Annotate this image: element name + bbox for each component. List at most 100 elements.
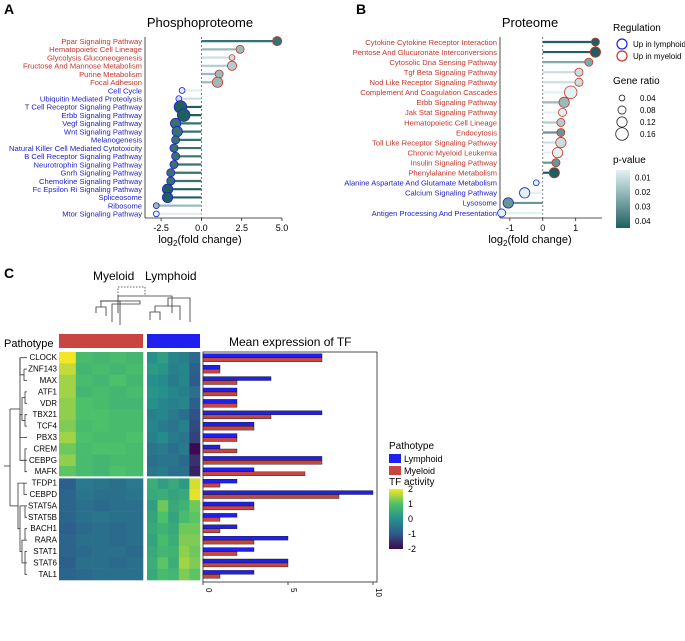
heat-cell: [126, 500, 144, 512]
heat-cell: [189, 477, 201, 490]
panel-a-pathway-label: Ppar Signaling Pathway: [61, 37, 142, 46]
tf-label: CREM: [33, 444, 57, 453]
bar-lymphoid: [202, 376, 272, 381]
heat-cell: [157, 511, 169, 524]
tf-label: VDR: [40, 399, 57, 408]
bar-lymphoid: [202, 536, 289, 541]
heat-cell: [189, 557, 201, 569]
dendrogram-branch: [24, 528, 27, 541]
heat-cell: [75, 488, 93, 501]
heat-cell: [147, 568, 158, 581]
heat-cell: [178, 420, 190, 433]
heat-cell: [92, 466, 110, 478]
legend-activity-tick: 1: [408, 499, 413, 509]
panel-b-pathway-label: Pentose And Glucuronate Interconversions: [353, 48, 498, 57]
panel-a-pathway-label: Gnrh Signaling Pathway: [61, 169, 143, 178]
bar-lymphoid: [202, 387, 238, 393]
heat-cell: [59, 500, 77, 512]
heat-cell: [92, 374, 110, 387]
heat-cell: [59, 511, 77, 524]
heat-cell: [75, 557, 93, 569]
heat-cell: [75, 534, 93, 547]
panel-b-point: [556, 128, 566, 137]
bar-lymphoid: [202, 353, 323, 358]
panel-b-title: Proteome: [502, 15, 558, 30]
heat-cell: [147, 386, 158, 398]
heat-cell: [126, 557, 144, 569]
panel-b-point: [558, 107, 567, 117]
heat-cell: [126, 534, 144, 547]
panel-b-pathway-label: Antigen Processing And Presentation: [372, 209, 497, 218]
tf-label: TFDP1: [32, 479, 58, 488]
heat-cell: [189, 443, 201, 455]
heat-cell: [157, 352, 169, 364]
heat-cell: [147, 511, 158, 524]
heat-cell: [109, 443, 127, 455]
tf-label: CEBPG: [29, 456, 57, 465]
heat-cell: [189, 397, 201, 410]
heat-cell: [157, 386, 169, 398]
heat-cell: [189, 420, 201, 433]
bar-tick-label: 0: [204, 588, 213, 593]
tf-label: ZNF143: [28, 365, 57, 374]
panel-a-pathway-label: Cell Cycle: [108, 86, 142, 95]
legend-regulation-title: Regulation: [613, 23, 661, 34]
heat-cell: [109, 557, 127, 569]
heat-cell: [178, 443, 190, 455]
heat-cell: [75, 431, 93, 444]
heat-cell: [126, 511, 144, 524]
panel-a-point: [152, 210, 160, 218]
heat-cell: [92, 477, 110, 490]
tf-label: MAFK: [35, 467, 58, 476]
heat-cell: [178, 545, 190, 558]
heat-cell: [92, 545, 110, 558]
panel-b-point: [532, 179, 540, 187]
heat-cell: [75, 363, 93, 376]
panel-b-point: [497, 208, 507, 218]
heat-cell: [59, 557, 77, 569]
heat-cell: [157, 409, 169, 421]
tf-labels: CLOCK ZNF143 MAX ATF1 VDR TBX21 TCF4 PBX3 CREM CE…: [28, 353, 58, 579]
heat-cell: [189, 363, 201, 376]
panel-a-pathway-label: Melanogenesis: [91, 136, 142, 145]
heat-cell: [178, 534, 190, 547]
heat-cell: [75, 545, 93, 558]
panel-b-point: [574, 77, 584, 87]
legend-ratio-marker: [617, 105, 627, 115]
bar-myeloid: [202, 357, 323, 362]
heat-cell: [126, 568, 144, 581]
bar-lymphoid: [202, 501, 255, 507]
heat-cell: [109, 511, 127, 524]
legend-ratio-item: 0.04: [640, 94, 656, 103]
tf-label: CLOCK: [29, 353, 57, 362]
heat-cell: [189, 545, 201, 558]
panel-b-label: B: [356, 1, 366, 17]
bar-myeloid: [202, 460, 323, 465]
legend-pathotype-item: Lymphoid: [404, 454, 443, 464]
panel-b-pathway-label: Complement And Coagulation Cascades: [360, 88, 497, 97]
legend-pathotype-item: Myeloid: [404, 466, 435, 476]
heat-cell: [178, 352, 190, 364]
bar-lymphoid: [202, 422, 255, 427]
heat-cell: [157, 443, 169, 455]
heat-cell: [147, 374, 158, 387]
dendrogram-branch: [21, 397, 25, 421]
panel-a-point: [211, 76, 224, 88]
heat-cell: [92, 454, 110, 467]
tf-label: STAT1: [33, 547, 57, 556]
heat-cell: [147, 488, 158, 501]
panel-a-point: [169, 160, 179, 169]
panel-a-pathway-label: Spliceosome: [99, 193, 142, 202]
heat-cell: [168, 374, 180, 387]
heat-cell: [75, 420, 93, 433]
heat-cell: [168, 511, 180, 524]
bar-chart-title: Mean expression of TF: [229, 335, 352, 349]
heat-cell: [126, 386, 144, 398]
heat-cell: [109, 420, 127, 433]
heat-cell: [59, 431, 77, 444]
heat-cell: [189, 431, 201, 444]
heat-cell: [178, 523, 190, 535]
heat-cell: [92, 409, 110, 421]
heat-cell: [75, 511, 93, 524]
bar-myeloid: [202, 551, 238, 556]
